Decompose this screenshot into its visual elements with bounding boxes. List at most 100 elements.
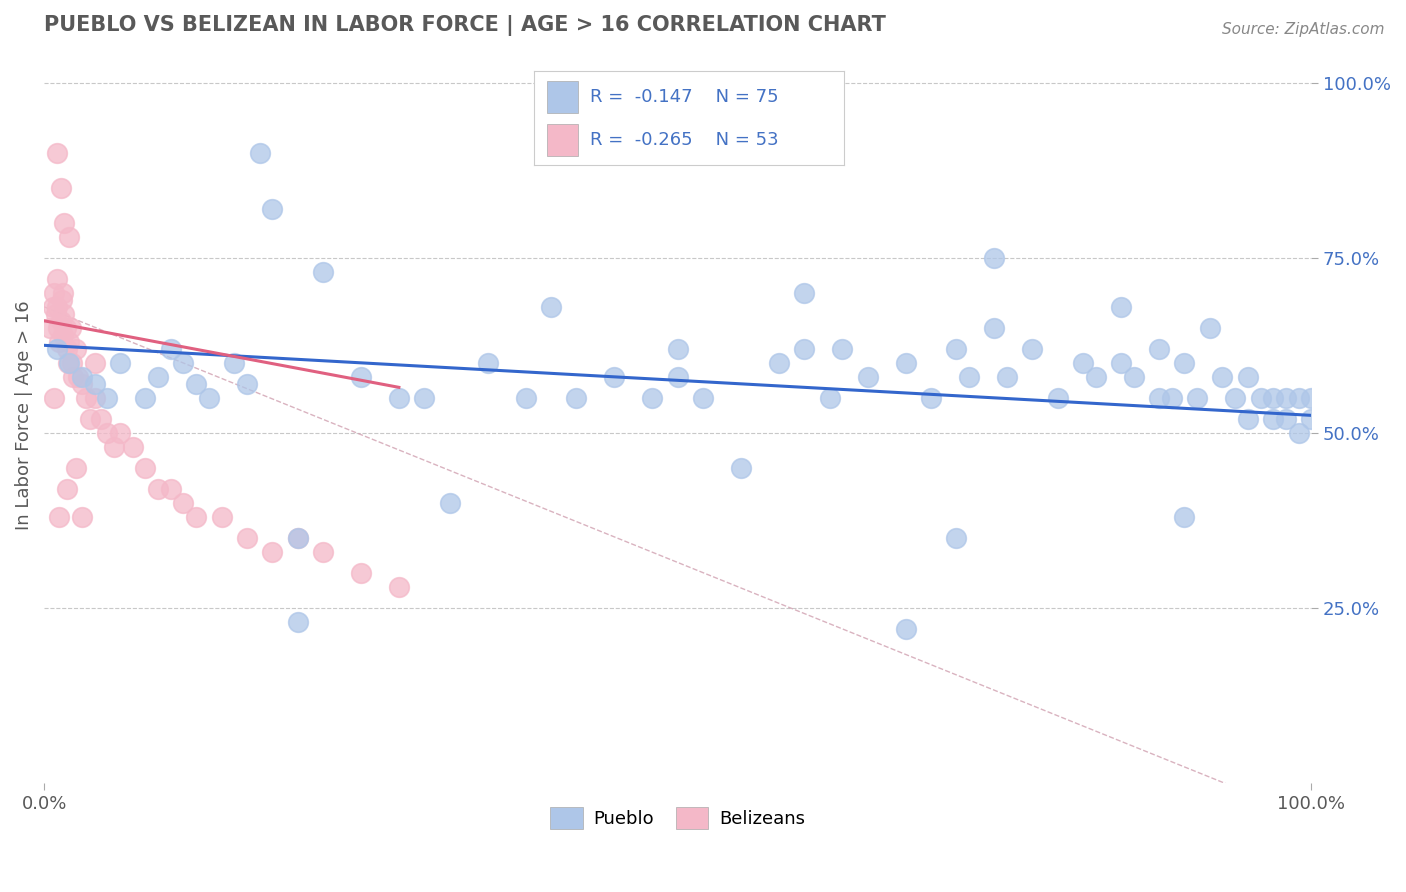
Point (59, 321, 82, 335)
Point (67, 369, 90, 384)
Point (56, 342, 79, 356)
Point (1160, 391, 1182, 405)
Point (52, 285, 75, 300)
Point (995, 369, 1018, 384)
FancyBboxPatch shape (547, 81, 578, 112)
Point (96, 391, 118, 405)
Point (45, 272, 67, 286)
Legend: Pueblo, Belizeans: Pueblo, Belizeans (543, 800, 813, 837)
Point (45, 342, 67, 356)
Point (103, 440, 125, 454)
Point (1173, 356, 1195, 370)
Point (52, 327, 75, 342)
Point (44, 391, 66, 405)
Point (83, 356, 105, 370)
Point (186, 509, 208, 524)
Point (1263, 391, 1285, 405)
Point (388, 580, 411, 594)
Point (894, 356, 917, 370)
Point (312, 265, 335, 279)
Point (983, 321, 1005, 335)
Point (1021, 342, 1043, 356)
Point (1237, 412, 1260, 426)
Point (56, 482, 79, 496)
Point (65, 342, 87, 356)
Point (236, 531, 259, 545)
Point (262, 202, 284, 216)
Point (666, 342, 689, 356)
Point (42, 300, 65, 314)
Point (249, 145, 271, 160)
Point (108, 356, 131, 370)
Point (1301, 412, 1323, 426)
Point (60, 356, 83, 370)
Point (1223, 391, 1246, 405)
Point (186, 376, 208, 391)
Point (1046, 391, 1069, 405)
Point (48, 334, 70, 349)
Point (831, 342, 853, 356)
Point (477, 356, 499, 370)
Point (1109, 300, 1132, 314)
Point (818, 391, 841, 405)
Point (692, 391, 714, 405)
Point (146, 369, 169, 384)
Point (236, 376, 259, 391)
Point (49, 180, 72, 194)
Point (44, 307, 66, 321)
Point (173, 356, 195, 370)
Point (287, 531, 309, 545)
Point (1237, 369, 1260, 384)
Point (1211, 369, 1233, 384)
Point (48, 509, 70, 524)
Point (1288, 425, 1310, 440)
Point (1109, 356, 1132, 370)
Point (1147, 391, 1170, 405)
Point (1173, 509, 1195, 524)
Point (51, 293, 73, 307)
Point (856, 369, 879, 384)
Point (134, 391, 156, 405)
Point (983, 251, 1005, 265)
Point (39, 321, 62, 335)
Point (1275, 412, 1298, 426)
Point (1250, 391, 1272, 405)
Point (198, 391, 221, 405)
Point (211, 509, 233, 524)
Point (540, 300, 562, 314)
Point (173, 496, 195, 510)
Point (146, 482, 169, 496)
Point (312, 545, 335, 559)
Point (1275, 391, 1298, 405)
Point (666, 369, 689, 384)
Point (224, 356, 246, 370)
Point (603, 369, 626, 384)
Text: PUEBLO VS BELIZEAN IN LABOR FORCE | AGE > 16 CORRELATION CHART: PUEBLO VS BELIZEAN IN LABOR FORCE | AGE … (44, 15, 886, 36)
Y-axis label: In Labor Force | Age > 16: In Labor Force | Age > 16 (15, 301, 32, 530)
Point (350, 369, 373, 384)
Point (70, 376, 93, 391)
Text: Source: ZipAtlas.com: Source: ZipAtlas.com (1222, 22, 1385, 37)
Point (413, 391, 436, 405)
Point (44, 285, 66, 300)
Point (565, 391, 588, 405)
Point (768, 356, 790, 370)
Point (79, 412, 101, 426)
Point (70, 509, 93, 524)
Point (1147, 342, 1170, 356)
Point (1288, 391, 1310, 405)
Point (96, 425, 118, 440)
Point (53, 307, 76, 321)
Point (945, 342, 967, 356)
Point (108, 425, 131, 440)
Point (45, 145, 67, 160)
Point (46, 321, 69, 335)
Point (58, 356, 80, 370)
Point (262, 545, 284, 559)
Point (56, 356, 79, 370)
Point (1084, 369, 1107, 384)
Point (1185, 391, 1208, 405)
Point (894, 622, 917, 636)
Point (1122, 369, 1144, 384)
Point (55, 321, 77, 335)
